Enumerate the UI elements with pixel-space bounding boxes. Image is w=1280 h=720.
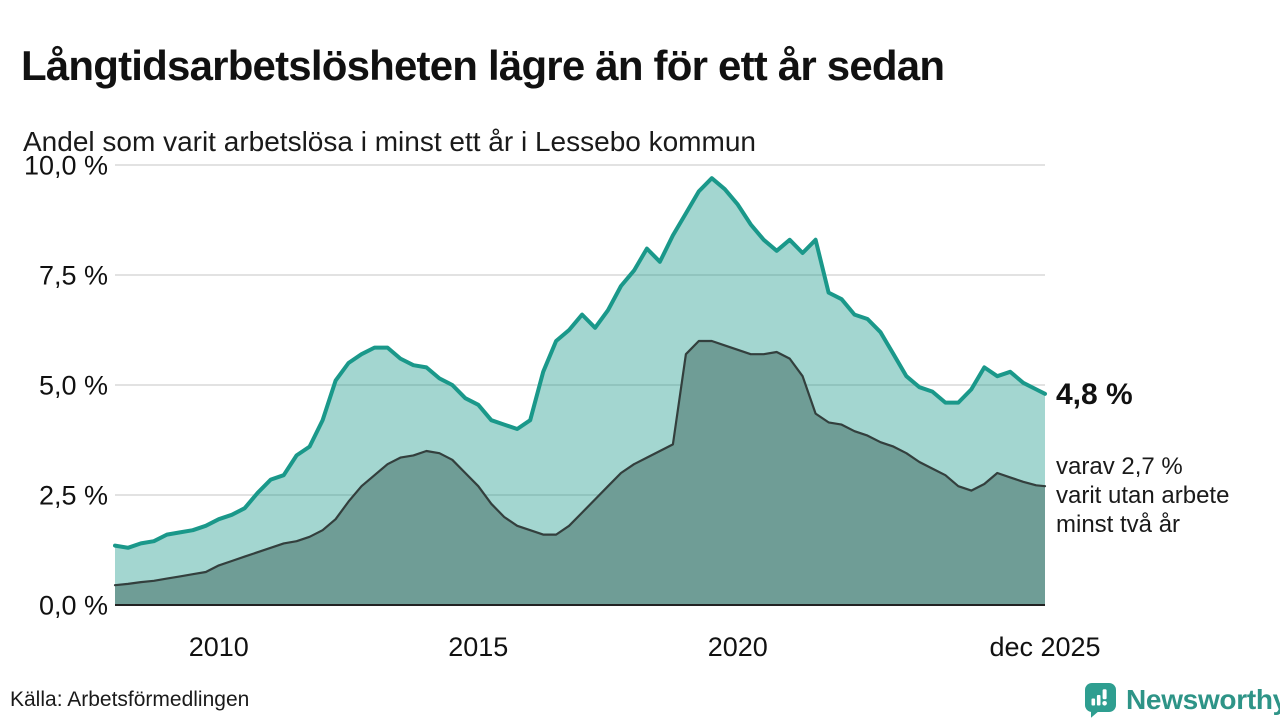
y-axis-tick-label: 0,0 % [39,590,108,620]
line-minst-ett-ar [113,176,1047,550]
secondary-value-label: varav 2,7 % varit utan arbete minst två … [1056,453,1230,538]
y-axis-tick-label: 10,0 % [24,150,108,180]
newsworthy-wordmark: Newsworthy [1126,684,1280,715]
x-axis-tick-label: 2020 [708,632,768,662]
chart-subtitle: Andel som varit arbetslösa i minst ett å… [23,126,756,157]
line-minst-tva-ar [113,339,1047,587]
source-note: Källa: Arbetsförmedlingen [10,688,250,711]
y-axis-tick-label: 7,5 % [39,260,108,290]
y-axis-tick-label: 2,5 % [39,480,108,510]
x-axis-tick-label: 2010 [189,632,249,662]
newsworthy-bubble-icon [1085,683,1116,718]
y-axis-tick-label: 5,0 % [39,370,108,400]
latest-value-label: 4,8 % [1056,378,1133,411]
x-axis-tick-label: dec 2025 [989,632,1100,662]
newsworthy-logo: Newsworthy [1084,682,1280,718]
chart-title: Långtidsarbetslösheten lägre än för ett … [21,42,945,90]
x-axis-tick-label: 2015 [448,632,508,662]
